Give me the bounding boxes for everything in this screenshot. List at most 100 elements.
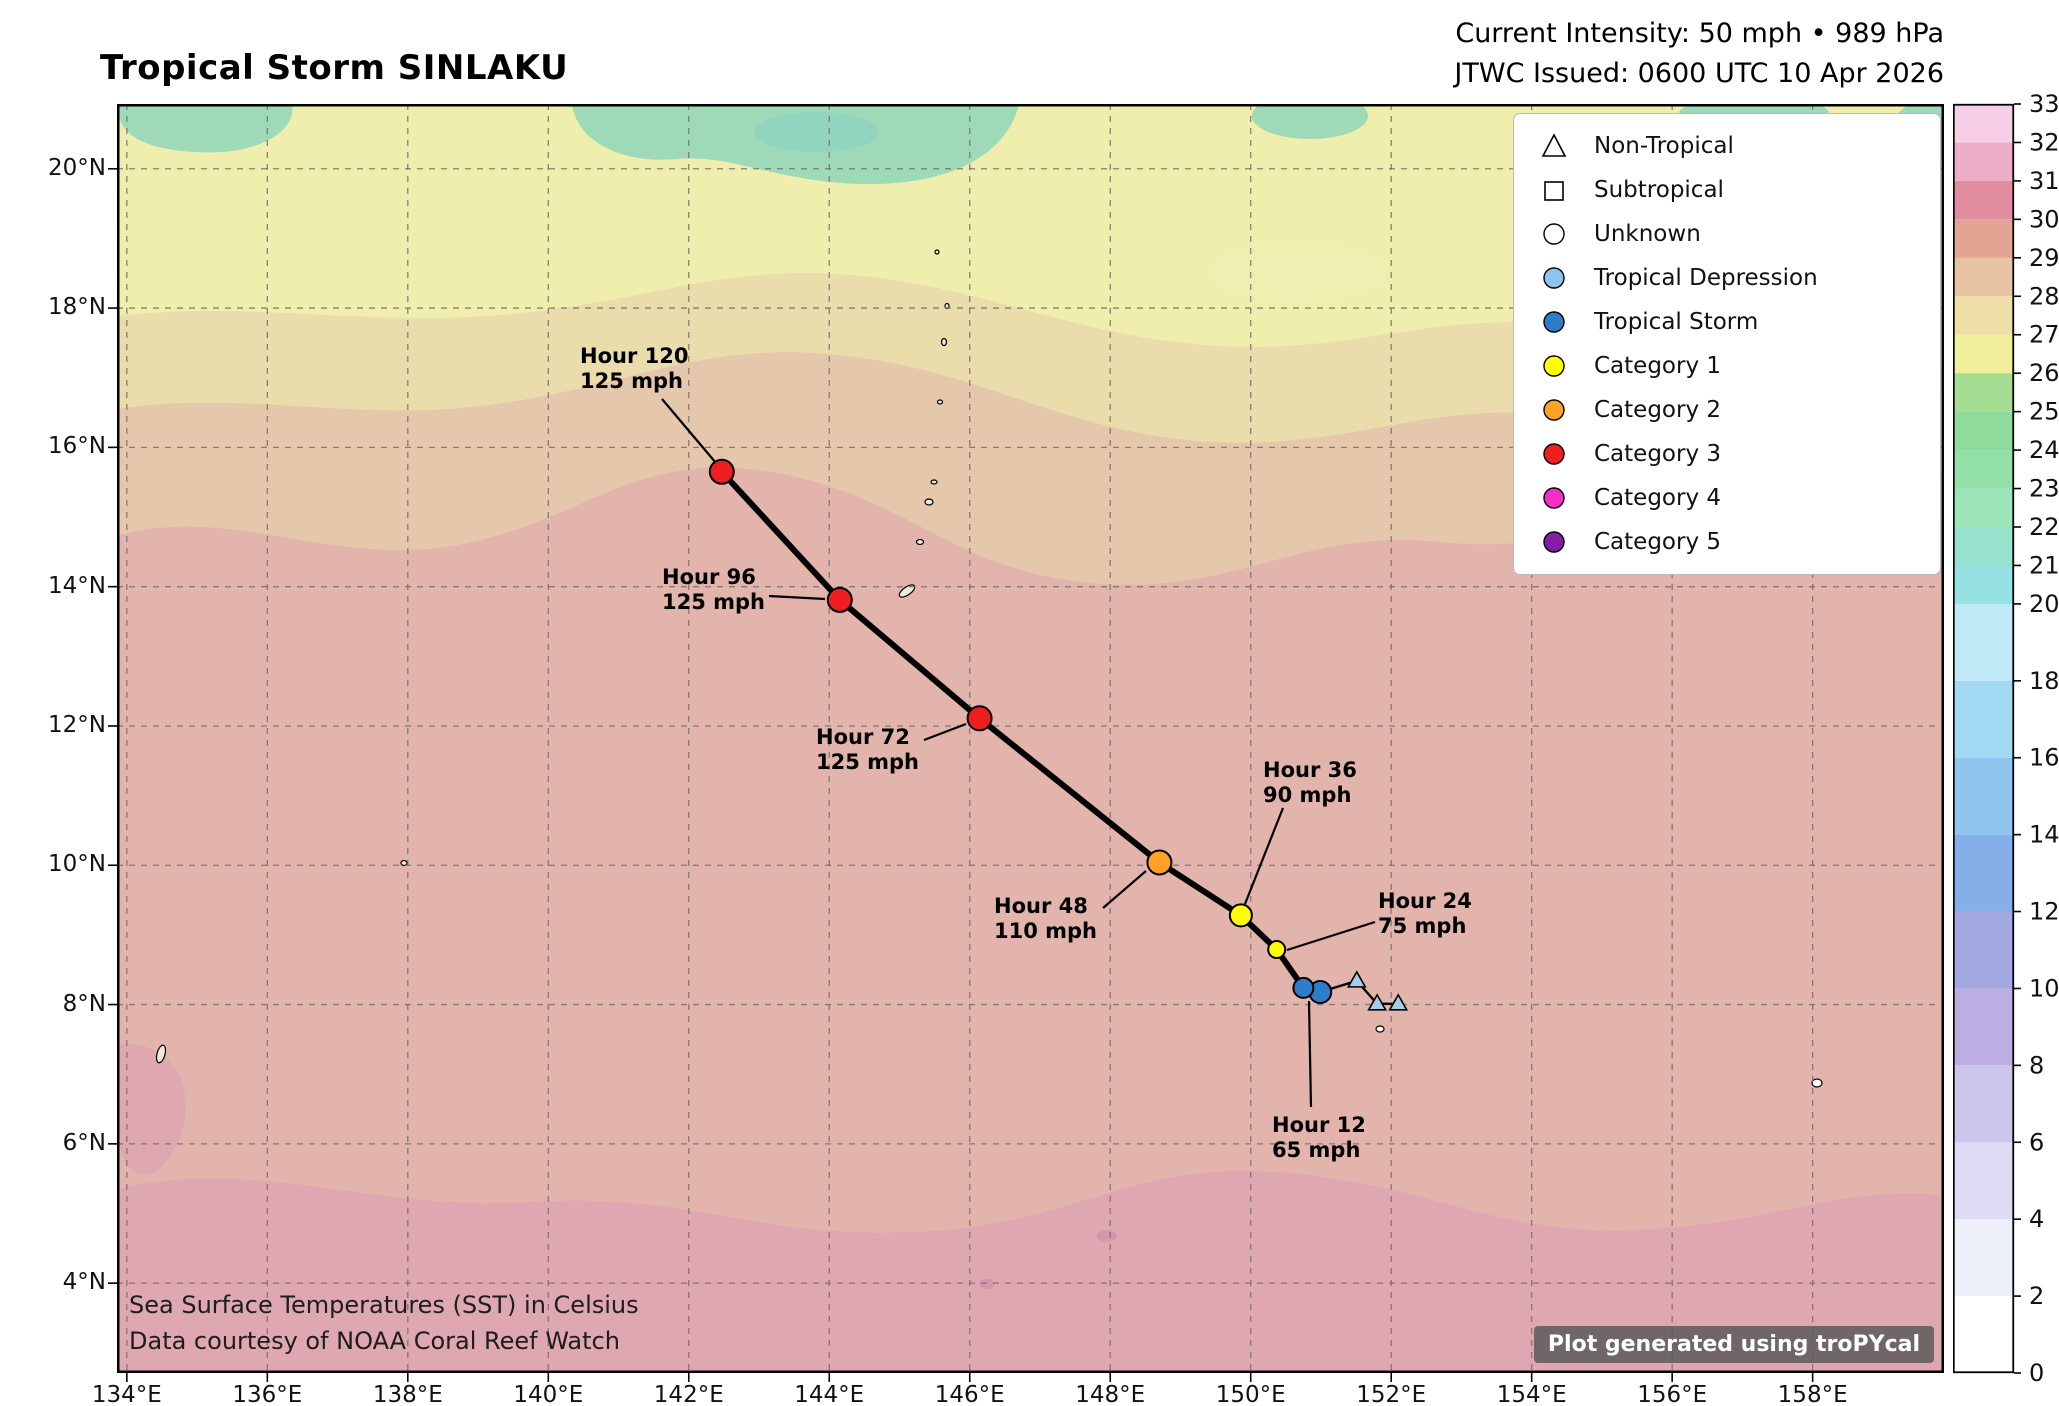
colorbar-tick-label: 0 xyxy=(2029,1359,2044,1387)
x-tick-label: 152°E xyxy=(1356,1382,1427,1406)
colorbar-tick-label: 6 xyxy=(2029,1128,2044,1156)
sst-footnote: Sea Surface Temperatures (SST) in Celsiu… xyxy=(129,1287,639,1359)
colorbar-segment xyxy=(1953,488,2014,527)
issued-time-text: JTWC Issued: 0600 UTC 10 Apr 2026 xyxy=(1454,58,1944,89)
legend-marker-glyph xyxy=(1543,311,1565,333)
colorbar-tick-label: 32 xyxy=(2029,128,2059,156)
x-tick-label: 148°E xyxy=(1075,1382,1146,1406)
history-point-triangle xyxy=(1367,993,1388,1011)
legend-item-category-2: Category 2 xyxy=(1528,388,1934,432)
colorbar-tick-label: 26 xyxy=(2029,359,2059,387)
legend-marker-glyph xyxy=(1543,531,1565,553)
colorbar-segment xyxy=(1953,911,2014,989)
legend-marker-glyph xyxy=(1543,223,1565,245)
colorbar-tick-label: 25 xyxy=(2029,398,2059,426)
track-layer xyxy=(117,104,1944,1373)
x-tick-label: 142°E xyxy=(653,1382,724,1406)
colorbar-tick-label: 31 xyxy=(2029,167,2059,195)
legend-label: Category 3 xyxy=(1594,441,1722,467)
header-info: Current Intensity: 50 mph • 989 hPa JTWC… xyxy=(1454,14,1944,94)
colorbar-segment xyxy=(1953,527,2014,566)
sst-footnote-line1: Sea Surface Temperatures (SST) in Celsiu… xyxy=(129,1291,639,1319)
legend-item-subtropical: Subtropical xyxy=(1528,168,1934,212)
colorbar-segment xyxy=(1953,1142,2014,1220)
legend-label: Tropical Depression xyxy=(1594,265,1818,291)
legend-items: Non-Tropical Subtropical Unknown Tropical D… xyxy=(1528,124,1934,564)
legend-item-non-tropical: Non-Tropical xyxy=(1528,124,1934,168)
colorbar-frame xyxy=(1953,103,2015,1374)
annotation-leader-line xyxy=(661,398,717,464)
legend-label: Unknown xyxy=(1594,221,1701,247)
circle-icon xyxy=(1543,355,1565,377)
circle-marker-icon xyxy=(1528,351,1580,381)
colorbar-tick-label: 33 xyxy=(2029,90,2059,118)
sst-footnote-line2: Data courtesy of NOAA Coral Reef Watch xyxy=(129,1327,620,1355)
circle-icon xyxy=(1543,487,1565,509)
colorbar-segment xyxy=(1953,296,2014,335)
map-plot-area: Hour 120 125 mph Hour 96 125 mph Hour 72 125 … xyxy=(117,104,1944,1373)
legend-marker-glyph xyxy=(1543,443,1565,465)
legend-marker-glyph xyxy=(1543,355,1565,377)
colorbar-segment xyxy=(1953,104,2014,143)
x-tick-label: 138°E xyxy=(372,1382,443,1406)
legend-marker-glyph xyxy=(1543,267,1565,289)
legend-label: Category 1 xyxy=(1594,353,1722,379)
plot-frame xyxy=(117,104,1944,1373)
colorbar-tick-label: 22 xyxy=(2029,513,2059,541)
triangle-marker-icon xyxy=(1528,131,1580,161)
x-tick-label: 158°E xyxy=(1777,1382,1848,1406)
colorbar-tick-label: 4 xyxy=(2029,1205,2044,1233)
circle-marker-icon xyxy=(1528,483,1580,513)
colorbar-segment xyxy=(1953,373,2014,412)
y-tick-label: 16°N xyxy=(48,433,106,460)
tropycal-badge: Plot generated using troPYcal xyxy=(1533,1326,1934,1363)
circle-icon xyxy=(1543,531,1565,553)
x-tick-label: 134°E xyxy=(91,1382,162,1406)
colorbar-segment xyxy=(1953,1219,2014,1297)
legend-marker-glyph xyxy=(1544,181,1564,201)
colorbar-tick-label: 30 xyxy=(2029,205,2059,233)
legend-marker-glyph xyxy=(1543,399,1565,421)
colorbar-tick-label: 29 xyxy=(2029,244,2059,272)
track-point-hour-24 xyxy=(1267,940,1287,960)
y-tick-label: 14°N xyxy=(48,572,106,599)
legend-item-category-5: Category 5 xyxy=(1528,520,1934,564)
colorbar-segment xyxy=(1953,180,2014,220)
colorbar-segment xyxy=(1953,834,2014,912)
colorbar-tick-label: 8 xyxy=(2029,1051,2044,1079)
colorbar-segment xyxy=(1953,411,2014,451)
colorbar-tick-label: 18 xyxy=(2029,667,2059,695)
colorbar-segment xyxy=(1953,603,2014,681)
legend-item-category-4: Category 4 xyxy=(1528,476,1934,520)
colorbar-segment xyxy=(1953,450,2014,489)
colorbar-tick-label: 28 xyxy=(2029,282,2059,310)
annotation-leader-line xyxy=(1307,1000,1313,1108)
sst-colorbar: 0246810121416182021222324252627282930313… xyxy=(1953,90,2059,1387)
colorbar-tick-label: 24 xyxy=(2029,436,2059,464)
colorbar-segment xyxy=(1953,142,2014,181)
legend-label: Category 2 xyxy=(1594,397,1722,423)
y-tick-label: 12°N xyxy=(48,711,106,738)
legend: Non-Tropical Subtropical Unknown Tropical D… xyxy=(1513,113,1941,575)
colorbar-tick-label: 2 xyxy=(2029,1282,2044,1310)
square-marker-icon xyxy=(1528,175,1580,205)
annotation-leader-line xyxy=(1286,920,1376,952)
circle-icon xyxy=(1543,267,1565,289)
colorbar-tick-label: 16 xyxy=(2029,744,2059,772)
legend-marker-glyph xyxy=(1541,133,1567,157)
colorbar-tick-label: 21 xyxy=(2029,551,2059,579)
track-point-hour-36 xyxy=(1228,903,1253,928)
x-tick-label: 136°E xyxy=(232,1382,303,1406)
y-tick-label: 8°N xyxy=(62,990,106,1017)
colorbar-tick-label: 23 xyxy=(2029,475,2059,503)
colorbar-segment xyxy=(1953,757,2014,835)
colorbar-segment xyxy=(1953,565,2014,604)
circle-icon xyxy=(1543,443,1565,465)
history-point-triangle xyxy=(1346,970,1367,988)
colorbar-tick-label: 20 xyxy=(2029,590,2059,618)
legend-marker-glyph xyxy=(1543,487,1565,509)
colorbar-segment xyxy=(1953,988,2014,1066)
legend-label: Non-Tropical xyxy=(1594,133,1734,159)
track-point-hour-12 xyxy=(1292,976,1315,999)
